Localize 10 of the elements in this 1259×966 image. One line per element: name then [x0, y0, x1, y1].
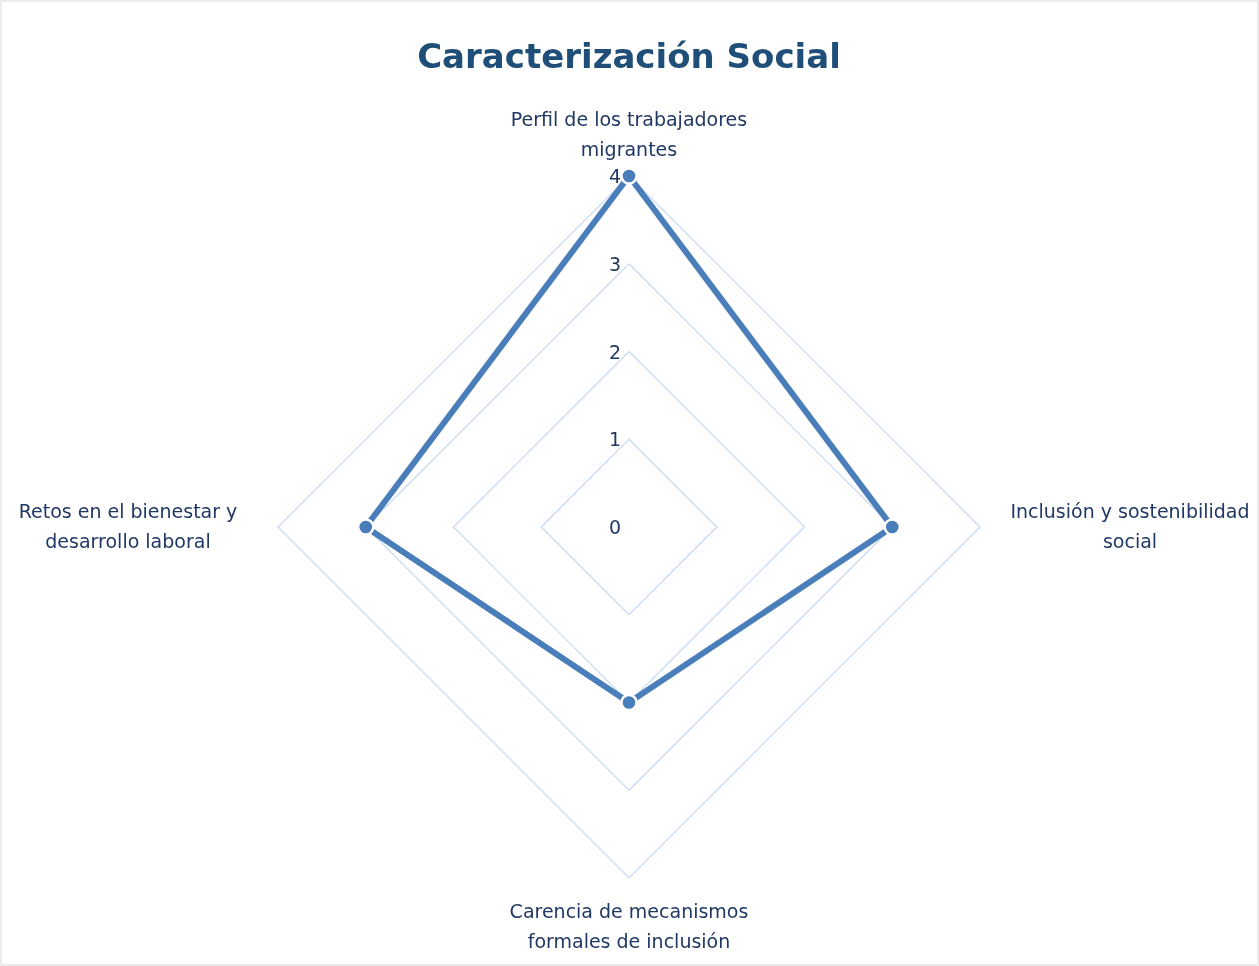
spoke-label: Retos en el bienestar y desarrollo laboral — [18, 500, 238, 552]
y-tick-label: 3 — [608, 252, 621, 275]
y-tick-label: 2 — [608, 340, 621, 363]
spoke-label: Carencia de mecanismos formales de inclusión — [509, 900, 749, 952]
y-tick-label: 4 — [608, 165, 621, 187]
y-tick-label: 1 — [608, 428, 621, 451]
chart-title: Caracterización Social — [417, 36, 841, 76]
spoke-label: Perfil de los trabajadores migrantes — [510, 108, 748, 160]
spoke-label: Inclusión y sostenibilidad social — [1010, 500, 1250, 552]
y-tick-label: 0 — [608, 516, 621, 538]
